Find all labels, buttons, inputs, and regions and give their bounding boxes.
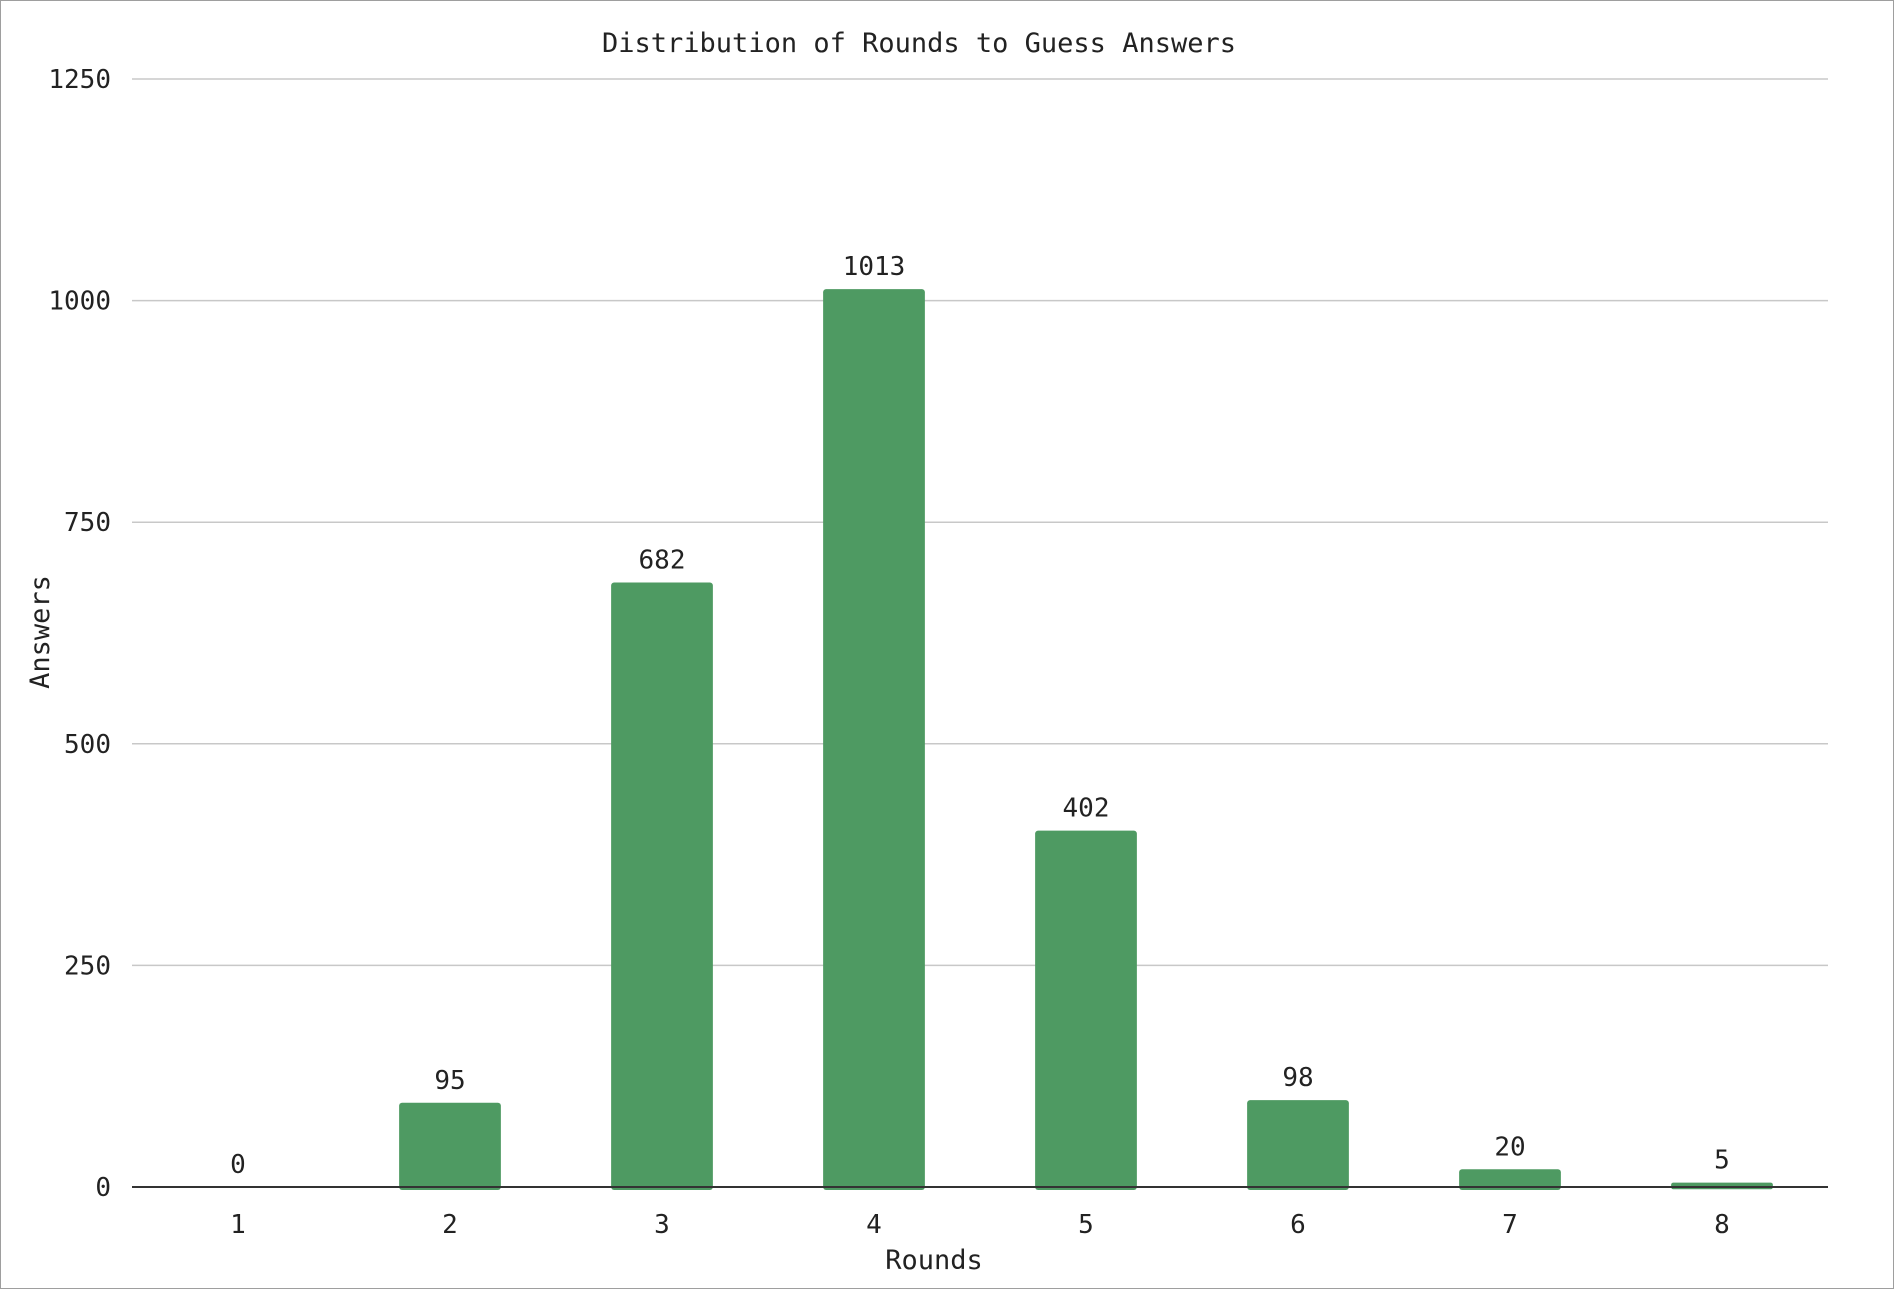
x-tick-label: 5 bbox=[1078, 1210, 1094, 1240]
y-tick-label: 750 bbox=[64, 508, 111, 538]
x-tick-label: 7 bbox=[1502, 1210, 1518, 1240]
x-tick-label: 3 bbox=[654, 1210, 670, 1240]
data-label: 20 bbox=[1494, 1132, 1525, 1162]
x-tick-label: 8 bbox=[1714, 1210, 1730, 1240]
y-tick-label: 0 bbox=[95, 1173, 111, 1203]
y-tick-label: 1250 bbox=[48, 65, 111, 95]
data-label: 95 bbox=[434, 1066, 465, 1096]
y-tick-labels: 0 250 500 750 1000 1250 bbox=[48, 65, 111, 1203]
data-label: 5 bbox=[1714, 1146, 1730, 1176]
bar-round-4 bbox=[823, 289, 925, 1191]
data-labels: 0 95 682 1013 402 98 20 5 bbox=[230, 252, 1730, 1180]
gridlines bbox=[132, 78, 1828, 967]
x-tick-label: 6 bbox=[1290, 1210, 1306, 1240]
bar-round-7 bbox=[1459, 1169, 1561, 1190]
data-label: 682 bbox=[639, 545, 686, 575]
x-tick-label: 4 bbox=[866, 1210, 882, 1240]
chart-title: Distribution of Rounds to Guess Answers bbox=[602, 28, 1236, 59]
bars bbox=[399, 289, 1773, 1191]
bar-round-8 bbox=[1671, 1182, 1773, 1190]
y-tick-label: 500 bbox=[64, 730, 111, 760]
x-tick-label: 1 bbox=[230, 1210, 246, 1240]
y-tick-label: 250 bbox=[64, 951, 111, 981]
bar-round-3 bbox=[611, 582, 713, 1190]
bar-round-5 bbox=[1035, 830, 1137, 1190]
y-tick-label: 1000 bbox=[48, 287, 111, 317]
data-label: 98 bbox=[1282, 1063, 1313, 1093]
x-tick-label: 2 bbox=[442, 1210, 458, 1240]
y-axis-title: Answers bbox=[25, 575, 56, 689]
x-axis-title: Rounds bbox=[885, 1245, 983, 1276]
data-label: 402 bbox=[1063, 794, 1110, 824]
data-label: 0 bbox=[230, 1150, 246, 1180]
bar-round-2 bbox=[399, 1102, 501, 1190]
x-tick-labels: 1 2 3 4 5 6 7 8 bbox=[230, 1210, 1730, 1240]
data-label: 1013 bbox=[843, 252, 906, 282]
bar-round-6 bbox=[1247, 1100, 1349, 1190]
